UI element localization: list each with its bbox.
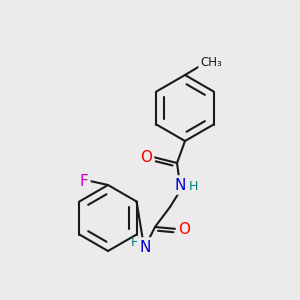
Text: O: O [178,221,190,236]
Text: CH₃: CH₃ [200,56,222,68]
Text: F: F [80,173,88,188]
Text: N: N [174,178,186,193]
Text: N: N [139,239,151,254]
Text: H: H [130,236,140,250]
Text: H: H [189,181,198,194]
Text: O: O [140,149,152,164]
